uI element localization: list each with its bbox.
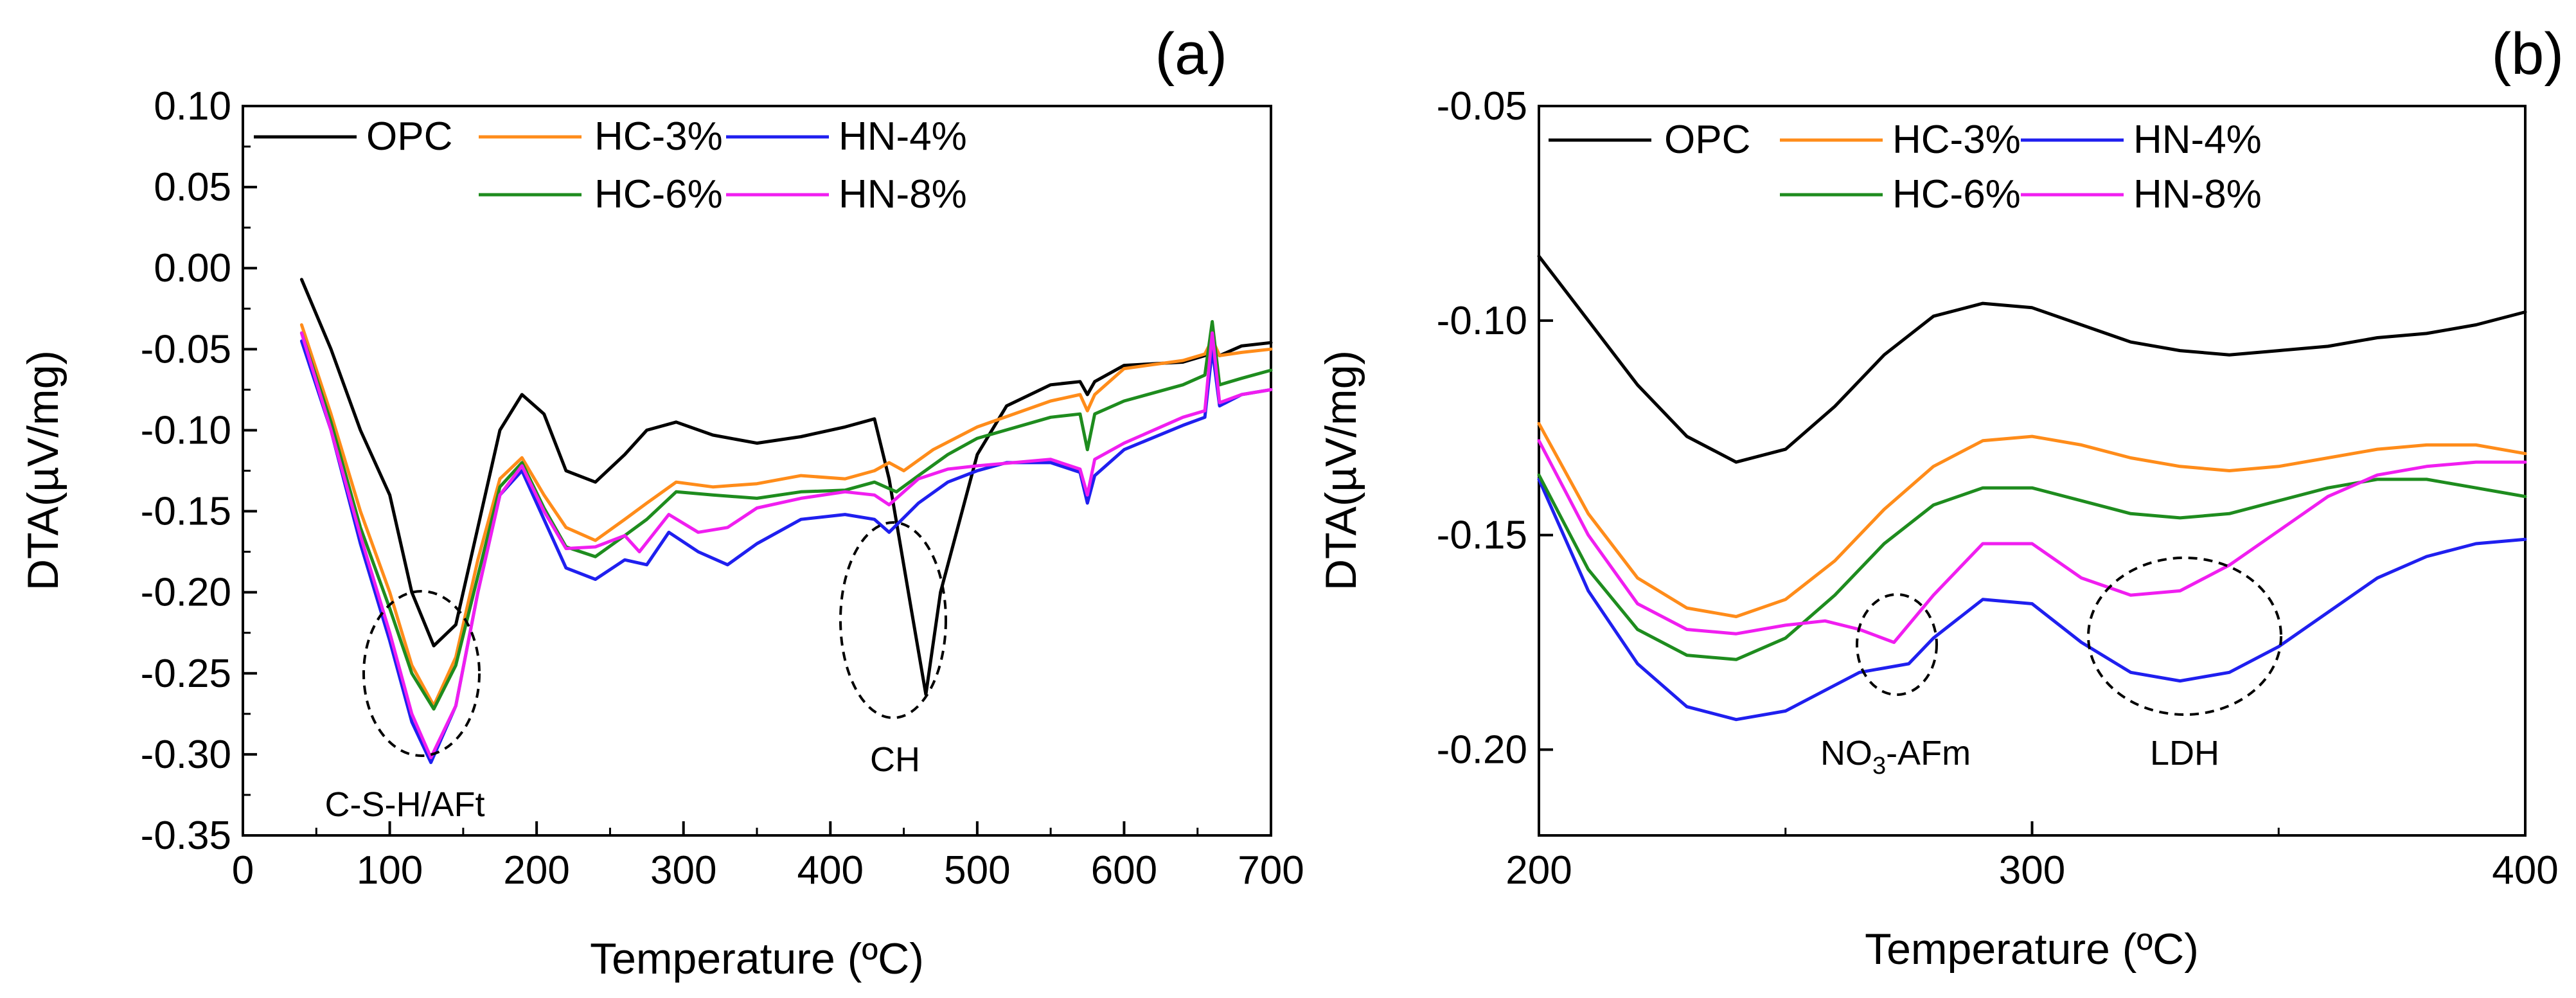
ldh-ellipse bbox=[2087, 557, 2282, 716]
legend-b-hc6-label: HC-6% bbox=[1892, 172, 2021, 217]
panel-a-ytick-label: -0.10 bbox=[141, 408, 231, 452]
panel-a-ytick-label: -0.35 bbox=[141, 814, 231, 858]
annotation-no3-afm: NO3-AFm bbox=[1820, 734, 1971, 780]
panel-a-ytick-label: -0.05 bbox=[141, 327, 231, 371]
annotation-ldh: LDH bbox=[2150, 734, 2219, 772]
panel-b-series-hc-3 bbox=[1537, 422, 2527, 618]
panel-b-xtick-label: 400 bbox=[2492, 848, 2558, 893]
legend-a-hn4-label: HN-4% bbox=[839, 114, 967, 159]
panel-a-xtick-label: 200 bbox=[503, 848, 569, 893]
panel-a-series-hc-6 bbox=[299, 320, 1273, 711]
panel-a-series-hc-3 bbox=[299, 323, 1273, 708]
csh-aft-ellipse bbox=[362, 590, 481, 757]
legend-b-hn8-label: HN-8% bbox=[2133, 172, 2262, 217]
panel-a-legend: OPC HC-3% HN-4% HC-6% HN-8% bbox=[254, 114, 967, 217]
panel-a-annotations: C-S-H/AFt CH bbox=[325, 521, 947, 824]
panel-b-annotations: NO3-AFm LDH bbox=[1820, 557, 2282, 780]
panel-b-chart: 200 300 400 -0.05 -0.10 -0.15 -0.20 OPC HC-3% … bbox=[1317, 21, 2564, 974]
legend-b-opc-label: OPC bbox=[1664, 118, 1750, 162]
panel-b-label: (b) bbox=[2492, 21, 2564, 87]
panel-b-ytick-label: -0.20 bbox=[1437, 727, 1527, 772]
panel-a-ytick-label: 0.00 bbox=[154, 246, 231, 290]
ch-ellipse bbox=[839, 521, 947, 719]
panel-b-ytick-label: -0.05 bbox=[1437, 84, 1527, 129]
panel-a-series-opc bbox=[299, 278, 1273, 697]
panel-a-ytick-label: 0.05 bbox=[154, 165, 231, 209]
panel-a-xtick-label: 300 bbox=[650, 848, 716, 893]
panel-a-ytick-label: -0.30 bbox=[141, 733, 231, 777]
panel-b-xtick-label: 300 bbox=[1999, 848, 2065, 893]
panel-b-ticks: 200 300 400 -0.05 -0.10 -0.15 -0.20 bbox=[1437, 84, 2559, 893]
panel-a-ticks: 0 100 200 300 400 500 600 700 0.10 0.05 0.00 -0.05 -… bbox=[141, 84, 1304, 893]
legend-b-hc3-label: HC-3% bbox=[1892, 118, 2021, 162]
panel-b-series bbox=[1537, 254, 2527, 722]
panel-a-series bbox=[299, 278, 1273, 764]
panel-b-series-hn-8 bbox=[1537, 439, 2527, 645]
panel-b-xtick-label: 200 bbox=[1506, 848, 1572, 893]
panel-a-xtick-label: 0 bbox=[232, 848, 254, 893]
annotation-ch: CH bbox=[870, 740, 920, 779]
panel-a-ytick-label: -0.15 bbox=[141, 490, 231, 534]
panel-a-xtick-label: 400 bbox=[797, 848, 864, 893]
panel-b-ytick-label: -0.10 bbox=[1437, 299, 1527, 343]
panel-a-ytick-label: -0.25 bbox=[141, 652, 231, 696]
panel-a-ytick-label: 0.10 bbox=[154, 84, 231, 129]
annotation-no3-rest: -AFm bbox=[1886, 734, 1971, 772]
panel-a-ytick-label: -0.20 bbox=[141, 571, 231, 615]
panel-a-ylabel: DTA(µV/mg) bbox=[19, 350, 67, 591]
no3-afm-ellipse bbox=[1856, 593, 1938, 696]
panel-a-label: (a) bbox=[1155, 21, 1227, 87]
panel-a-xtick-label: 100 bbox=[357, 848, 423, 893]
panel-a-xtick-label: 700 bbox=[1238, 848, 1304, 893]
panel-b-ylabel: DTA(µV/mg) bbox=[1317, 350, 1365, 591]
panel-a-series-hn-8 bbox=[299, 331, 1273, 760]
panel-b-series-opc bbox=[1537, 254, 2527, 464]
legend-a-hc6-label: HC-6% bbox=[594, 172, 723, 217]
legend-a-hn8-label: HN-8% bbox=[839, 172, 967, 217]
panel-b-legend: OPC HC-3% HN-4% HC-6% HN-8% bbox=[1549, 118, 2262, 217]
panel-a-chart: 0 100 200 300 400 500 600 700 0.10 0.05 0.00 -0.05 -… bbox=[19, 21, 1304, 983]
annotation-no3-sub: 3 bbox=[1872, 753, 1886, 780]
panel-a-xtick-label: 600 bbox=[1091, 848, 1157, 893]
panel-a-xtick-label: 500 bbox=[944, 848, 1010, 893]
annotation-csh-aft: C-S-H/AFt bbox=[325, 785, 485, 824]
panel-a-xlabel: Temperature (ºC) bbox=[590, 934, 924, 983]
panel-b-ytick-label: -0.15 bbox=[1437, 513, 1527, 558]
panel-b-xlabel: Temperature (ºC) bbox=[1865, 925, 2199, 974]
legend-a-opc-label: OPC bbox=[366, 114, 452, 159]
annotation-no3-base: NO bbox=[1820, 734, 1872, 772]
legend-b-hn4-label: HN-4% bbox=[2133, 118, 2262, 162]
panel-b-series-hn-4 bbox=[1537, 477, 2527, 722]
legend-a-hc3-label: HC-3% bbox=[594, 114, 723, 159]
